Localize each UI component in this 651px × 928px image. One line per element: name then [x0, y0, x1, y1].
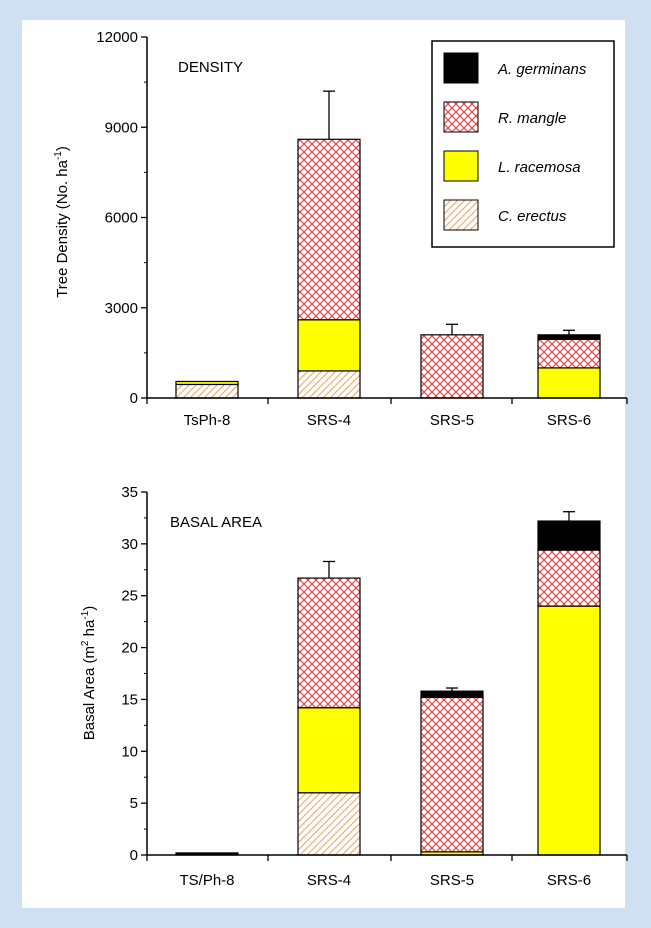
legend-swatch-c-erectus — [443, 199, 479, 231]
basal-area-axes: 0 5 10 15 20 25 30 35 TS/Ph-8 SRS-4 SRS-5 SRS-6 — [121, 484, 628, 889]
density-y-axis-label: Tree Density (No. ha-1) — [53, 146, 71, 298]
density-chart-title: DENSITY — [178, 59, 243, 76]
density-bar-segment-r-mangle — [537, 338, 601, 369]
density-bars — [175, 90, 601, 399]
basal-area-x-tick-label: SRS-6 — [547, 872, 591, 889]
basal-area-y-tick-label: 0 — [130, 847, 138, 864]
density-bar-segment-l-racemosa — [175, 380, 239, 386]
density-y-tick-label: 0 — [130, 390, 138, 407]
density-bar-segment-c-erectus — [175, 383, 239, 399]
basal-area-bar-segment-r-mangle — [420, 696, 484, 853]
basal-area-x-tick-label: SRS-4 — [307, 872, 351, 889]
basal-area-bar-segment-r-mangle — [297, 577, 361, 709]
basal-area-chart: 0 5 10 15 20 25 30 35 TS/Ph-8 SRS-4 SRS-5 SRS-6 BAS… — [80, 484, 628, 889]
density-y-tick-label: 12000 — [96, 29, 138, 46]
basal-area-bar-segment-c-erectus — [297, 792, 361, 856]
density-x-tick-label: SRS-5 — [430, 412, 474, 429]
legend-label-r-mangle: R. mangle — [498, 110, 566, 127]
density-bar-segment-c-erectus — [297, 370, 361, 399]
legend-label-l-racemosa: L. racemosa — [498, 159, 581, 176]
basal-area-chart-title: BASAL AREA — [170, 514, 262, 531]
basal-area-y-tick-label: 10 — [121, 743, 138, 760]
density-bar-segment-r-mangle — [420, 334, 484, 399]
legend-label-a-germinans: A. germinans — [497, 61, 587, 78]
density-bar-segment-l-racemosa — [297, 319, 361, 372]
density-y-tick-label: 3000 — [105, 300, 138, 317]
basal-area-x-tick-label: TS/Ph-8 — [179, 872, 234, 889]
basal-area-bars — [175, 511, 601, 856]
basal-area-x-tick-label: SRS-5 — [430, 872, 474, 889]
density-bar-segment-a-germinans — [537, 334, 601, 340]
density-bar-segment-l-racemosa — [537, 367, 601, 399]
basal-area-y-tick-label: 5 — [130, 795, 138, 812]
basal-area-bar-segment-a-germinans — [537, 520, 601, 551]
basal-area-y-tick-label: 15 — [121, 691, 138, 708]
density-bar-segment-r-mangle — [297, 138, 361, 321]
basal-area-y-tick-label: 25 — [121, 588, 138, 605]
density-x-tick-label: TsPh-8 — [184, 412, 231, 429]
basal-area-y-tick-label: 30 — [121, 536, 138, 553]
density-y-tick-label: 9000 — [105, 119, 138, 136]
basal-area-bar-segment-a-germinans — [420, 690, 484, 698]
legend: A. germinans R. mangle L. racemosa C. er… — [431, 40, 615, 248]
legend-swatch-l-racemosa — [443, 150, 479, 182]
legend-swatch-r-mangle — [443, 101, 479, 133]
basal-area-bar-segment-l-racemosa — [297, 707, 361, 794]
basal-area-bar-segment-l-racemosa — [537, 605, 601, 856]
basal-area-y-tick-label: 35 — [121, 484, 138, 501]
density-x-tick-label: SRS-6 — [547, 412, 591, 429]
density-x-tick-label: SRS-4 — [307, 412, 351, 429]
legend-label-c-erectus: C. erectus — [498, 208, 567, 225]
legend-swatch-a-germinans — [443, 52, 479, 84]
density-axes: 0 3000 6000 9000 12000 TsPh-8 SRS-4 SRS-5 SRS-6 — [96, 29, 628, 429]
density-y-tick-label: 6000 — [105, 210, 138, 227]
basal-area-y-tick-label: 20 — [121, 640, 138, 657]
basal-area-y-axis-label: Basal Area (m2 ha-1) — [80, 606, 98, 741]
basal-area-bar-segment-r-mangle — [537, 549, 601, 607]
